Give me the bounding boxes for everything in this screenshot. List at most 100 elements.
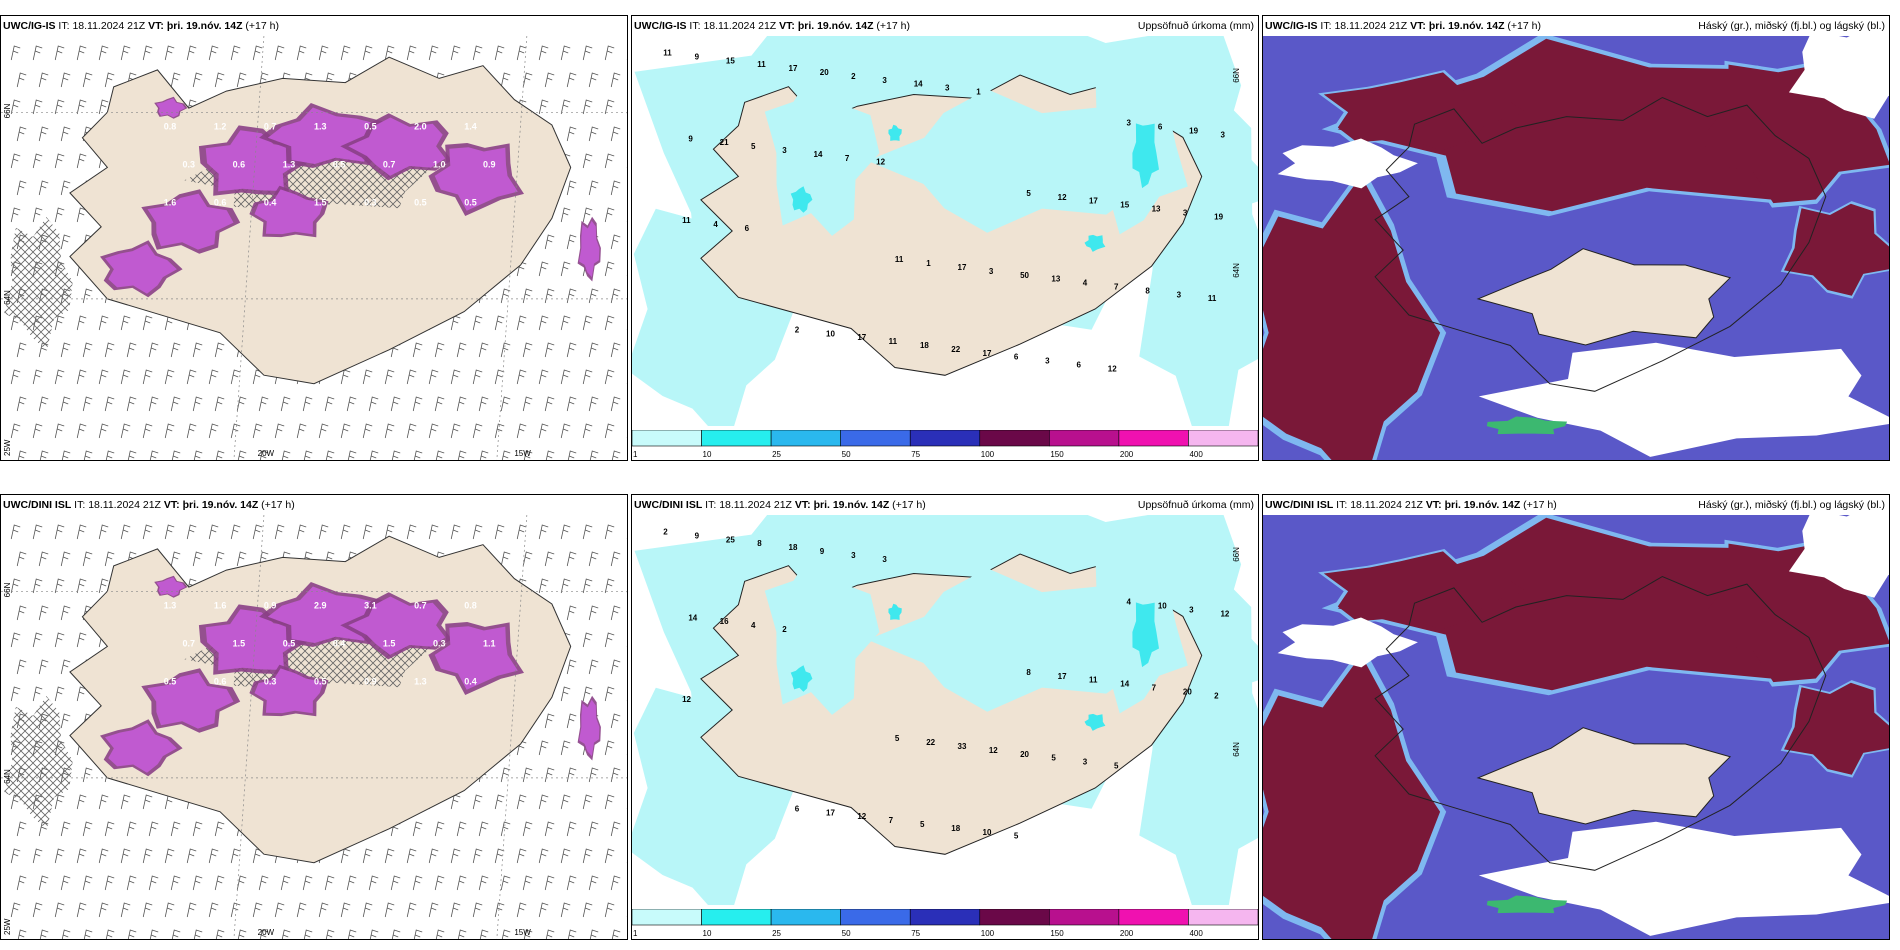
snow-area [254,668,324,714]
axis-label: 20W [258,449,275,458]
wind-barb [588,875,599,891]
lead-time: (+17 h) [1523,499,1557,511]
precip-value: 17 [983,349,992,358]
precip-value: 6 [1076,361,1081,370]
precip-value: 3 [1189,606,1194,615]
map-snow[interactable]: 1.3 1.6 0.9 2.9 3.1 0.7 0.8 0.7 1.5 0.5 0.4 1.5 0.3 1… [1,515,627,939]
panel-header: UWC/DINI ISL IT: 18.11.2024 21Z VT: þri.… [632,495,1258,515]
cloud-high [1323,72,1527,151]
wind-barb [324,875,335,891]
precip-value: 4 [1083,279,1088,288]
vt-value: þri. 19.nóv. 14Z [1444,499,1521,511]
wind-barb [450,423,461,439]
wind-barb [230,848,241,864]
wind-barb [588,767,599,783]
snow-area [434,626,518,690]
wind-barb [192,551,203,567]
wind-barb [450,369,461,385]
wind-barb [258,396,269,412]
wind-barb [362,524,373,540]
map-clouds[interactable] [1263,36,1889,460]
precip-value: 14 [688,613,697,622]
wind-barb [54,686,65,702]
clear-sky [1277,617,1418,668]
precip-value: 12 [1058,193,1067,202]
wind-barb [76,524,87,540]
wind-barb [10,369,21,385]
precip-value: 6 [745,224,750,233]
map-precip[interactable]: 1111325916101215171917171133111517509181… [632,36,1258,426]
wind-barb [516,902,527,918]
snow-value: 0.7 [264,121,277,131]
wind-barb [296,45,307,61]
wind-barb [32,153,43,169]
precip-value: 16 [720,617,729,626]
wind-barb [582,632,593,648]
wind-barb [16,396,27,412]
cloud-high [1784,682,1889,775]
wind-barb [296,902,307,918]
wind-barb [560,207,571,223]
precip-value: 3 [1183,208,1188,217]
precip-value: 6 [1158,123,1163,132]
colorbar-swatch [840,909,911,926]
wind-barb [582,524,593,540]
wind-barb [16,126,27,142]
precip-value: 3 [1127,119,1132,128]
wind-barb [560,45,571,61]
wind-barb [456,875,467,891]
wind-barb [604,524,615,540]
precip-area-heavy [1084,234,1106,252]
wind-barb [274,902,285,918]
colorbar-swatch [632,430,702,447]
wind-barb [170,551,181,567]
wind-barb [274,524,285,540]
map-precip[interactable]: 2546892210171725333121181212714182014579… [632,515,1258,905]
wind-barb [296,524,307,540]
map-snow[interactable]: 0.8 1.2 0.7 1.3 0.5 2.0 1.4 0.3 0.6 1.3 0.5 0.7 1.0 0… [1,36,627,460]
wind-barb [566,180,577,196]
precip-value: 3 [989,267,994,276]
wind-barb [588,126,599,142]
snow-value: 0.7 [183,638,196,648]
wind-barb [516,423,527,439]
wind-barb [17,929,27,939]
map-clouds[interactable] [1263,515,1889,939]
wind-barb [604,632,615,648]
vt-label: VT: [163,499,180,511]
iceland-land [69,56,572,385]
wind-barb [516,369,527,385]
vt-value: þri. 19.nóv. 14Z [182,499,259,511]
colorbar-tick: 50 [842,929,851,938]
wind-barb [500,551,511,567]
longitude-line [496,36,528,460]
precip-value: 4 [713,220,718,229]
precip-value: 5 [1051,754,1056,763]
wind-barb [214,396,225,412]
cloud-high [1263,175,1441,460]
wind-barb [76,632,87,648]
vt-label: VT: [1425,499,1442,511]
wind-barb [318,45,329,61]
wind-barb [391,929,401,939]
wind-barb [582,153,593,169]
wind-barb [142,45,153,61]
snow-value: 0.6 [214,677,227,687]
snow-value: 1.3 [164,600,177,610]
precip-value: 18 [789,543,798,552]
wind-barb [193,450,203,460]
wind-barb [148,821,159,837]
wind-barb [610,713,621,729]
wind-barb [560,261,571,277]
wind-barb [318,423,329,439]
wind-barb [280,396,291,412]
precip-value: 2 [795,325,800,334]
wind-barb [170,875,181,891]
wind-barb [560,578,571,594]
wind-barb [54,524,65,540]
precip-value: 3 [945,84,950,93]
panel-snow-igis: UWC/IG-IS IT: 18.11.2024 21Z VT: þri. 19… [0,15,628,461]
it-value: 18.11.2024 21Z [1334,20,1408,32]
wind-barb [589,450,599,460]
wind-barb [610,72,621,88]
